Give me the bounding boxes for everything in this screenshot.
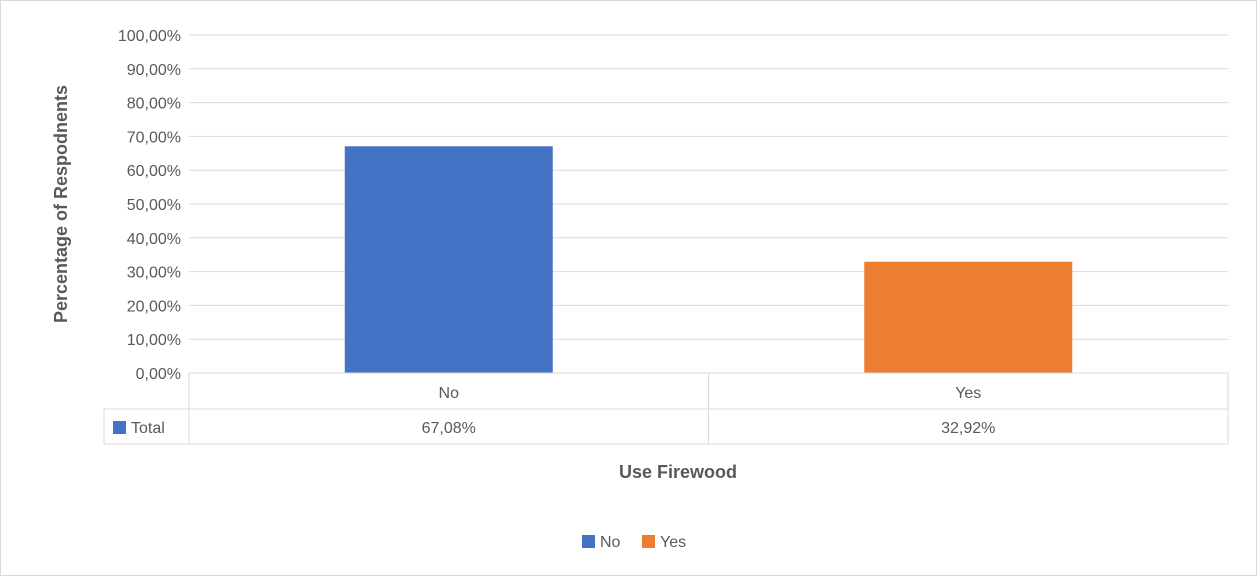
y-tick-label: 10,00% <box>127 332 181 349</box>
legend-swatch <box>642 535 655 548</box>
x-tick-label: Yes <box>955 385 981 402</box>
x-axis-title: Use Firewood <box>619 462 737 482</box>
bar-no <box>344 146 553 373</box>
y-tick-label: 100,00% <box>118 28 181 45</box>
y-tick-label: 90,00% <box>127 62 181 79</box>
legend-label: Yes <box>660 534 686 551</box>
y-tick-label: 80,00% <box>127 96 181 113</box>
y-tick-label: 0,00% <box>136 366 181 383</box>
bars <box>344 146 1073 373</box>
y-tick-label: 70,00% <box>127 129 181 146</box>
y-tick-label: 20,00% <box>127 298 181 315</box>
y-tick-label: 60,00% <box>127 163 181 180</box>
legend-swatch <box>582 535 595 548</box>
legend-label: No <box>600 534 621 551</box>
table-series-swatch <box>113 421 126 434</box>
y-tick-label: 50,00% <box>127 197 181 214</box>
y-tick-label: 40,00% <box>127 231 181 248</box>
data-table: Total No 67,08% Yes 32,92% <box>103 372 1229 445</box>
data-label: 32,92% <box>941 420 995 437</box>
data-label: 67,08% <box>422 420 476 437</box>
bar-yes <box>864 261 1073 373</box>
y-tick-label: 30,00% <box>127 265 181 282</box>
x-tick-label: No <box>439 385 460 402</box>
y-axis-ticks: 0,00% 10,00% 20,00% 30,00% 40,00% 50,00% 60,00… <box>118 28 181 383</box>
y-axis-title: Percentage of Respodnents <box>51 85 71 323</box>
legend: No Yes <box>582 534 686 551</box>
table-series-label: Total <box>131 420 165 437</box>
